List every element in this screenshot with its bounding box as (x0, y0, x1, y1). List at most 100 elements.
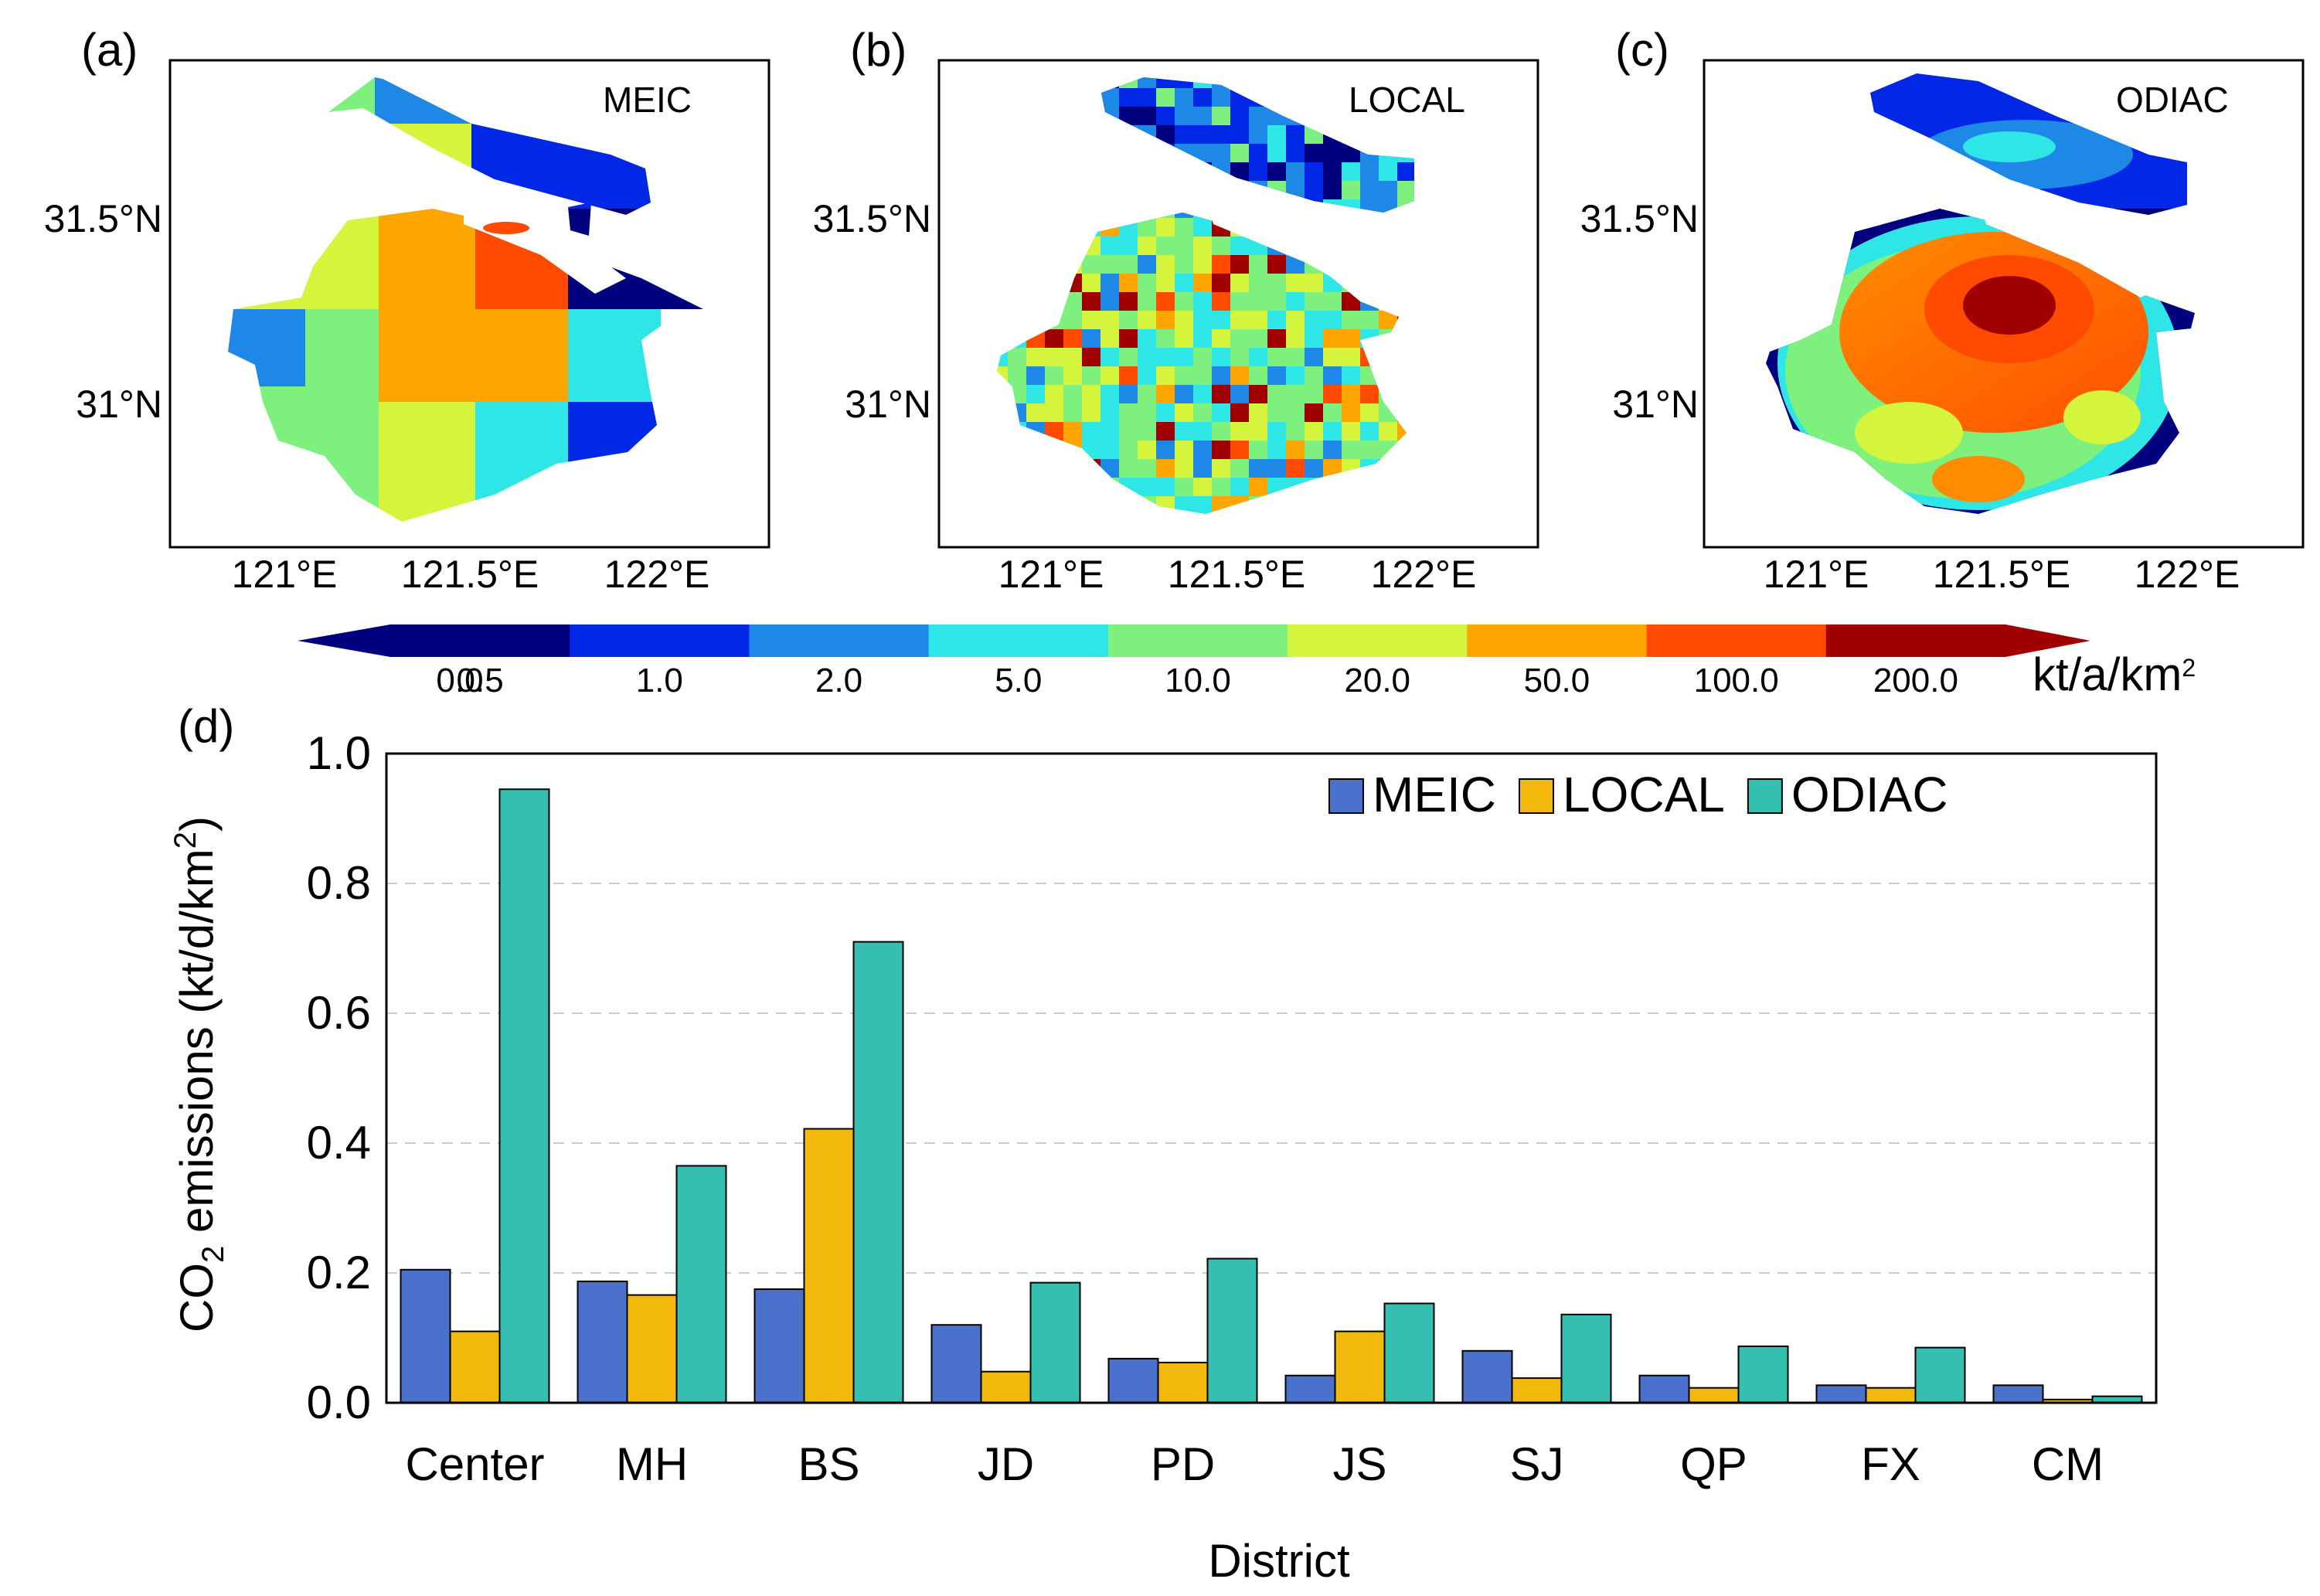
map-b-cell (1212, 496, 1230, 514)
map-b-cell (1063, 366, 1082, 385)
map-b-cell (997, 496, 1008, 514)
map-b-cell (1360, 459, 1379, 478)
colorbar-tick-label: 1.0 (636, 662, 683, 699)
map-b-cell (1119, 515, 1138, 533)
map-b-cell (1045, 459, 1063, 478)
map-b-cell (1082, 125, 1100, 144)
map-b-cell (1156, 144, 1175, 162)
map-b-cell (1286, 422, 1305, 441)
map-b-cell (1138, 385, 1156, 403)
map-b-cell (1397, 478, 1414, 496)
map-b-cell (1045, 441, 1063, 459)
panel-b-lon-tick: 121.5°E (1168, 553, 1305, 596)
legend-label-local: LOCAL (1563, 767, 1725, 822)
map-b-cell (1193, 144, 1212, 162)
map-b-cell (1100, 459, 1119, 478)
map-b-cell (1082, 218, 1100, 237)
colorbar-unit: kt/a/km2 (2033, 648, 2196, 700)
map-b-cell (1119, 496, 1138, 514)
map-b-cell (1138, 274, 1156, 292)
map-a-cell (379, 402, 475, 522)
map-b-cell (1230, 366, 1249, 385)
map-b-cell (1379, 218, 1397, 237)
map-b-cell (1138, 292, 1156, 311)
map-b-cell (1175, 181, 1193, 199)
map-b-cell (1397, 125, 1414, 144)
map-b-cell (1379, 162, 1397, 181)
map-b-cell (1156, 348, 1175, 366)
map-b-cell (1082, 255, 1100, 274)
map-b-cell (1082, 478, 1100, 496)
map-b-cell (1379, 292, 1397, 311)
map-c-blob (1932, 456, 2025, 502)
map-b-cell (1063, 144, 1082, 162)
legend-swatch-meic (1328, 778, 1364, 814)
map-b-cell (1063, 348, 1082, 366)
bar-odiac-center (498, 788, 550, 1404)
panel-b-lon-tick: 121°E (998, 553, 1104, 596)
map-b-cell (1360, 329, 1379, 348)
map-b-cell (1175, 292, 1193, 311)
map-b-cell (1249, 107, 1267, 125)
y-axis-title-sup: 2 (168, 832, 202, 849)
map-b-cell (1267, 478, 1286, 496)
map-a-cell (379, 309, 568, 402)
map-b-cell (1100, 181, 1119, 199)
map-b-cell (1138, 403, 1156, 422)
map-b-cell (1230, 385, 1249, 403)
bar-meic-pd (1107, 1357, 1159, 1404)
map-b-cell (1286, 144, 1305, 162)
map-b-cell (1175, 348, 1193, 366)
map-b-cell (1008, 107, 1026, 125)
map-b-cell (1156, 329, 1175, 348)
map-b-cell (1397, 274, 1414, 292)
bar-odiac-fx (1914, 1346, 1966, 1404)
map-b-cell (1138, 125, 1156, 144)
map-b-cell (1397, 403, 1414, 422)
map-b-cell (1156, 441, 1175, 459)
map-b-cell (1416, 199, 1434, 218)
map-b-cell (1175, 422, 1193, 441)
panel-b-lat-tick: 31°N (845, 383, 931, 426)
map-b-cell (1156, 218, 1175, 237)
map-b-cell (1082, 441, 1100, 459)
map-b-cell (1212, 403, 1230, 422)
map-b-cell (1175, 125, 1193, 144)
map-b-cell (1138, 77, 1156, 88)
map-b-cell (1175, 366, 1193, 385)
map-b-cell (1119, 329, 1138, 348)
map-b-cell (1138, 237, 1156, 255)
map-b-cell (1063, 162, 1082, 181)
map-b-cell (1119, 237, 1138, 255)
map-b-cell (1212, 441, 1230, 459)
panel-d-letter: (d) (178, 700, 234, 752)
map-a-cell (471, 116, 657, 209)
map-b-cell (1138, 181, 1156, 199)
map-b-cell (1323, 181, 1342, 199)
map-b-cell (1379, 237, 1397, 255)
map-b-cell (1156, 77, 1175, 88)
map-b-cell (1416, 218, 1434, 237)
map-b-cell (1342, 515, 1360, 533)
map-b-cell (1267, 403, 1286, 422)
map-b-cell (1305, 385, 1323, 403)
bar-meic-center (400, 1268, 451, 1404)
map-b-cell (1100, 329, 1119, 348)
map-b-cell (1100, 385, 1119, 403)
map-b-cell (997, 162, 1008, 181)
map-b-cell (1267, 162, 1286, 181)
map-b-cell (1063, 125, 1082, 144)
map-b-cell (1397, 162, 1414, 181)
map-b-cell (997, 329, 1008, 348)
map-b-cell (997, 88, 1008, 107)
map-b-cell (1026, 422, 1045, 441)
map-b-cell (1230, 292, 1249, 311)
map-b-cell (1193, 107, 1212, 125)
map-b-cell (1045, 181, 1063, 199)
map-b-cell (1286, 441, 1305, 459)
map-b-cell (1193, 162, 1212, 181)
map-b-cell (1323, 125, 1342, 144)
map-b-cell (1026, 459, 1045, 478)
map-a-cell (475, 402, 568, 522)
map-b-cell (1249, 274, 1267, 292)
